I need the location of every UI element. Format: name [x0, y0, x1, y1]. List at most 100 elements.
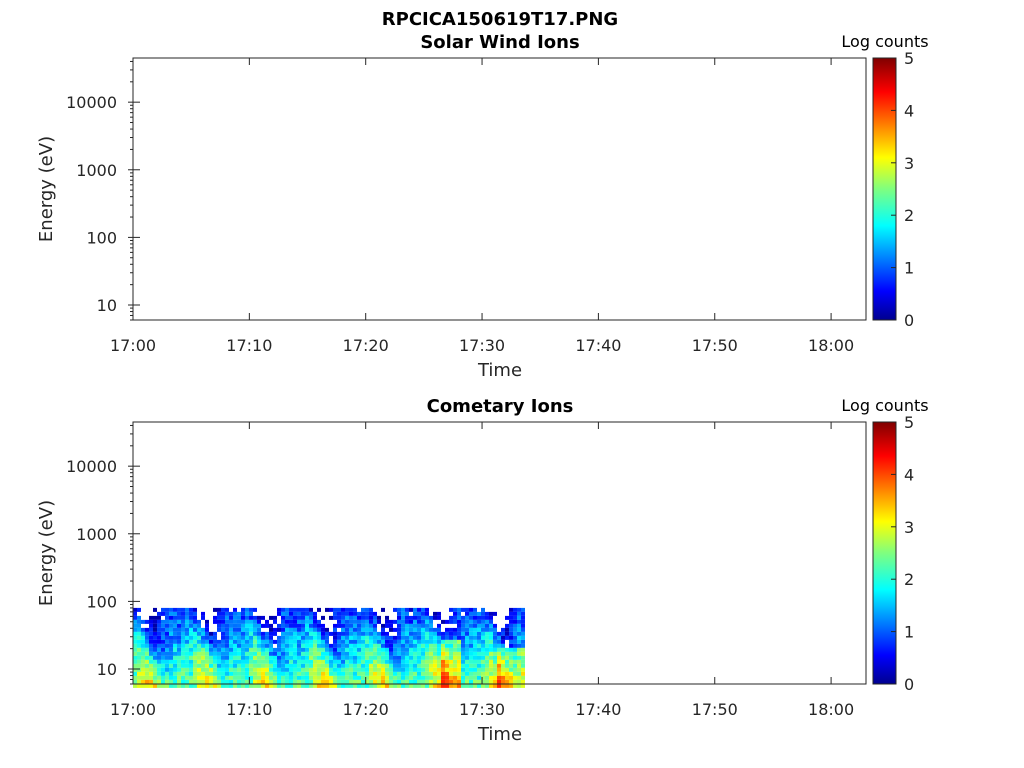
heatmap-cell — [189, 683, 193, 688]
heatmap-cell — [209, 679, 213, 684]
heatmap-cell — [341, 655, 345, 660]
heatmap-cell — [457, 623, 461, 628]
heatmap-cell — [173, 639, 177, 644]
colorbar-tick-label: 4 — [904, 101, 914, 120]
heatmap-cell — [229, 635, 233, 640]
heatmap-cell — [225, 635, 229, 640]
heatmap-cell — [229, 671, 233, 676]
heatmap-cell — [185, 615, 189, 620]
heatmap-cell — [205, 655, 209, 660]
heatmap-cell — [301, 623, 305, 628]
heatmap-cell — [409, 607, 413, 612]
heatmap-cell — [461, 659, 465, 664]
heatmap-cell — [473, 671, 477, 676]
heatmap-cell — [281, 655, 285, 660]
heatmap-cell — [337, 647, 341, 652]
heatmap-cell — [341, 675, 345, 680]
heatmap-cell — [409, 623, 413, 628]
heatmap-cell — [249, 643, 253, 648]
heatmap-cell — [521, 663, 525, 668]
heatmap-cell — [225, 611, 229, 616]
heatmap-cell — [349, 631, 353, 636]
heatmap-cell — [201, 611, 205, 616]
heatmap-cell — [333, 639, 337, 644]
heatmap-cell — [477, 639, 481, 644]
heatmap-cell — [301, 651, 305, 656]
heatmap-cell — [293, 623, 297, 628]
heatmap-cell — [285, 655, 289, 660]
heatmap-cell — [429, 671, 433, 676]
x-tick-label: 17:00 — [110, 336, 156, 355]
heatmap-cell — [149, 647, 153, 652]
heatmap-cell — [357, 663, 361, 668]
heatmap-cell — [169, 607, 173, 612]
heatmap-cell — [441, 619, 445, 624]
heatmap-cell — [185, 635, 189, 640]
heatmap-cell — [265, 667, 269, 672]
heatmap-cell — [517, 683, 521, 688]
heatmap-cell — [369, 635, 373, 640]
x-axis: 17:00 17:10 17:20 17:30 17:40 17:50 18:00 — [110, 422, 854, 719]
heatmap-cell — [405, 675, 409, 680]
heatmap-cell — [177, 651, 181, 656]
heatmap-cell — [417, 671, 421, 676]
heatmap-cell — [265, 619, 269, 624]
heatmap-cell — [469, 639, 473, 644]
heatmap-cell — [513, 647, 517, 652]
heatmap-cell — [233, 671, 237, 676]
heatmap-cell — [397, 679, 401, 684]
heatmap-cell — [317, 679, 321, 684]
heatmap-cell — [165, 679, 169, 684]
heatmap-cell — [237, 659, 241, 664]
heatmap-cell — [397, 683, 401, 688]
heatmap-cell — [153, 627, 157, 632]
heatmap-cell — [273, 651, 277, 656]
heatmap-cell — [409, 643, 413, 648]
heatmap-cell — [469, 675, 473, 680]
heatmap-cell — [153, 607, 157, 612]
colorbar-tick-label: 0 — [904, 311, 914, 330]
heatmap-cell — [189, 663, 193, 668]
heatmap-cell — [417, 655, 421, 660]
heatmap-cell — [357, 623, 361, 628]
heatmap-cell — [349, 627, 353, 632]
heatmap-cell — [309, 663, 313, 668]
heatmap-cell — [317, 655, 321, 660]
heatmap-cell — [349, 651, 353, 656]
heatmap-cell — [369, 611, 373, 616]
heatmap-cell — [325, 671, 329, 676]
heatmap-cell — [241, 655, 245, 660]
colorbar-tick-label: 4 — [904, 465, 914, 484]
heatmap-cell — [273, 639, 277, 644]
heatmap-cell — [469, 651, 473, 656]
heatmap-cell — [437, 679, 441, 684]
heatmap-cell — [137, 659, 141, 664]
heatmap-cell — [477, 655, 481, 660]
heatmap-cell — [481, 627, 485, 632]
heatmap-cell — [157, 611, 161, 616]
heatmap-cell — [469, 643, 473, 648]
heatmap-cell — [445, 635, 449, 640]
heatmap-cell — [249, 651, 253, 656]
heatmap-cell — [509, 611, 513, 616]
heatmap-cell — [173, 683, 177, 688]
heatmap-cell — [229, 683, 233, 688]
heatmap-cell — [289, 643, 293, 648]
heatmap-cell — [217, 615, 221, 620]
heatmap-cell — [257, 615, 261, 620]
heatmap-cell — [153, 615, 157, 620]
heatmap-cell — [229, 611, 233, 616]
heatmap-cell — [409, 663, 413, 668]
heatmap-cell — [473, 611, 477, 616]
heatmap-cell — [193, 651, 197, 656]
heatmap-cell — [285, 639, 289, 644]
heatmap-cell — [185, 655, 189, 660]
heatmap-cell — [389, 619, 393, 624]
heatmap-cell — [269, 683, 273, 688]
heatmap-cell — [429, 615, 433, 620]
heatmap-cell — [369, 683, 373, 688]
heatmap-cell — [473, 679, 477, 684]
colorbar-tick-label: 2 — [904, 570, 914, 589]
heatmap-cell — [361, 659, 365, 664]
heatmap-cell — [417, 635, 421, 640]
